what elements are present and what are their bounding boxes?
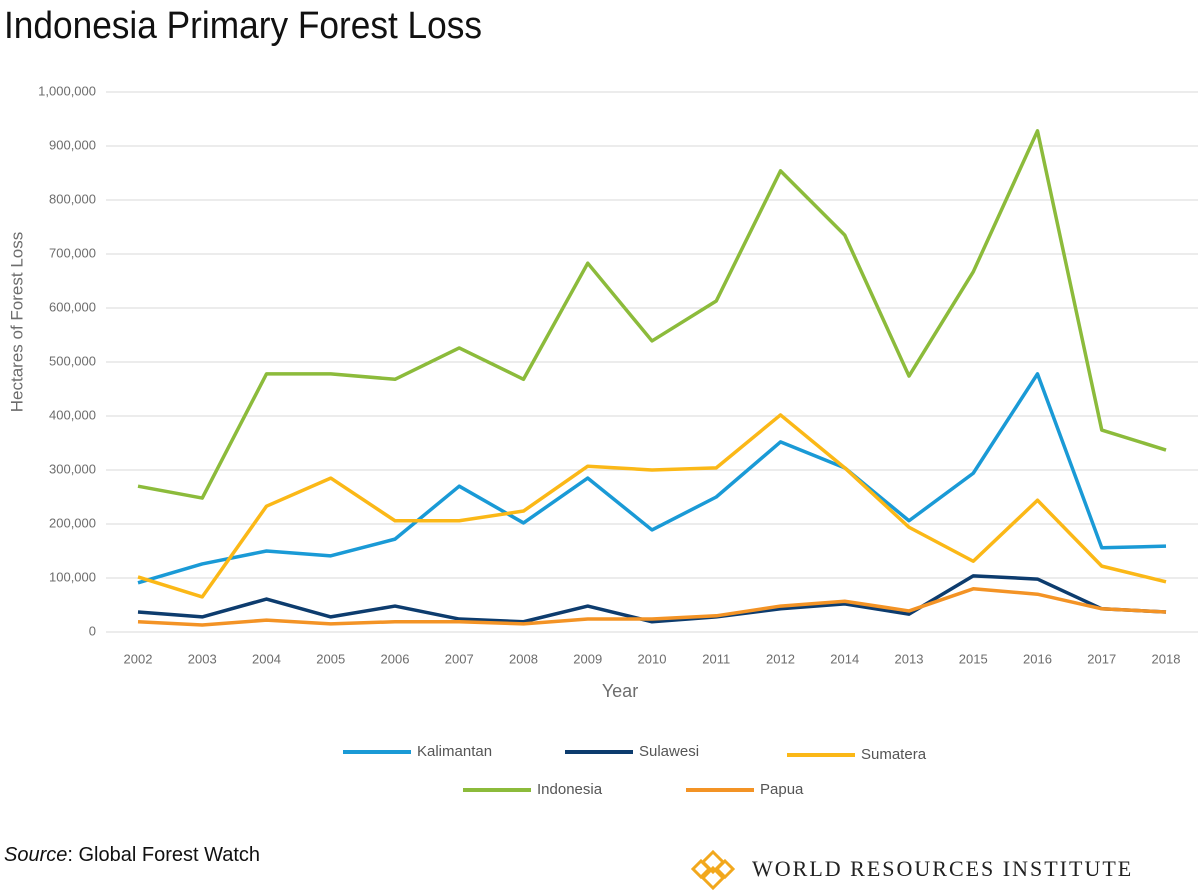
x-tick-label: 2012: [766, 651, 795, 666]
y-tick-label: 1,000,000: [38, 83, 96, 98]
legend-label: Sulawesi: [639, 743, 699, 760]
y-tick-label: 400,000: [49, 407, 96, 422]
x-tick-label: 2014: [830, 651, 859, 666]
x-tick-label: 2008: [509, 651, 538, 666]
x-tick-label: 2016: [1023, 651, 1052, 666]
series-line: [137, 129, 1167, 500]
y-tick-label: 600,000: [49, 299, 96, 314]
source-text: : Global Forest Watch: [67, 844, 260, 866]
y-tick-label: 800,000: [49, 191, 96, 206]
chart-title: Indonesia Primary Forest Loss: [4, 5, 482, 47]
x-tick-label: 2018: [1152, 651, 1181, 666]
y-tick-label: 900,000: [49, 137, 96, 152]
legend-label: Indonesia: [537, 781, 603, 798]
series-line: [137, 413, 1167, 599]
x-tick-label: 2011: [702, 651, 730, 666]
y-tick-label: 700,000: [49, 245, 96, 260]
brand-name: WORLD RESOURCES INSTITUTE: [752, 856, 1133, 881]
legend-label: Papua: [760, 781, 804, 798]
x-tick-label: 2015: [959, 651, 988, 666]
x-tick-label: 2010: [638, 651, 667, 666]
y-tick-label: 0: [89, 623, 96, 638]
y-axis-label: Hectares of Forest Loss: [7, 232, 26, 412]
y-tick-label: 500,000: [49, 353, 96, 368]
y-tick-label: 300,000: [49, 461, 96, 476]
legend-label: Kalimantan: [417, 743, 492, 760]
x-tick-label: 2017: [1087, 651, 1116, 666]
x-tick-label: 2006: [381, 651, 410, 666]
x-tick-label: 2009: [573, 651, 602, 666]
x-tick-label: 2003: [188, 651, 217, 666]
series-line: [137, 372, 1167, 585]
source-label: Source: [4, 844, 67, 866]
source-note: Source: Global Forest Watch: [4, 844, 260, 866]
x-tick-label: 2005: [316, 651, 345, 666]
legend-label: Sumatera: [861, 746, 927, 763]
x-tick-label: 2007: [445, 651, 474, 666]
series-line: [137, 587, 1167, 627]
y-tick-label: 100,000: [49, 569, 96, 584]
x-tick-label: 2004: [252, 651, 281, 666]
x-tick-label: 2002: [124, 651, 153, 666]
x-axis-label: Year: [602, 681, 638, 701]
series-line: [137, 574, 1167, 624]
y-tick-label: 200,000: [49, 515, 96, 530]
x-tick-label: 2013: [895, 651, 924, 666]
brand-logo: [690, 849, 736, 891]
